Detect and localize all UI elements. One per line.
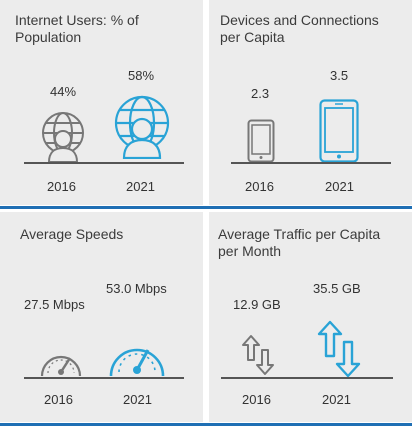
value-2021: 53.0 Mbps [106, 281, 167, 296]
user-globe-icon [42, 112, 84, 163]
panel-title: Devices and Connections per Capita [220, 12, 379, 45]
internet-users-panel: Internet Users: % of Population 44% 58% … [0, 0, 203, 205]
year-2021: 2021 [322, 392, 351, 407]
value-2021: 3.5 [330, 68, 349, 83]
bottom-divider [0, 423, 412, 426]
speedometer-icon [109, 348, 165, 377]
up-down-arrows-icon [242, 335, 274, 375]
baseline [24, 162, 184, 164]
baseline [221, 377, 393, 379]
year-2016: 2016 [44, 392, 73, 407]
tablet-device-icon [247, 119, 275, 163]
up-down-arrows-icon [317, 320, 361, 378]
speedometer-icon [40, 355, 82, 377]
section-divider [0, 206, 412, 209]
panel-title: Average Traffic per Capita per Month [218, 226, 381, 259]
year-2021: 2021 [325, 179, 354, 194]
average-speeds-panel: Average Speeds 27.5 Mbps 53.0 Mbps 2016 … [0, 212, 203, 422]
year-2016: 2016 [242, 392, 271, 407]
value-2016: 27.5 Mbps [24, 297, 85, 312]
user-globe-icon [114, 95, 170, 159]
value-2016: 12.9 GB [233, 297, 281, 312]
year-2016: 2016 [245, 179, 274, 194]
value-2016: 44% [50, 84, 77, 99]
value-2021: 35.5 GB [313, 281, 361, 296]
average-traffic-panel: Average Traffic per Capita per Month 12.… [209, 212, 412, 422]
year-2016: 2016 [47, 179, 76, 194]
baseline [231, 162, 391, 164]
tablet-device-icon [319, 99, 359, 163]
year-2021: 2021 [126, 179, 155, 194]
devices-panel: Devices and Connections per Capita 2.3 3… [209, 0, 412, 205]
year-2021: 2021 [123, 392, 152, 407]
baseline [24, 377, 184, 379]
panel-title: Average Speeds [20, 226, 124, 242]
panel-title: Internet Users: % of Population [15, 12, 139, 45]
value-2016: 2.3 [251, 86, 270, 101]
value-2021: 58% [128, 68, 155, 83]
